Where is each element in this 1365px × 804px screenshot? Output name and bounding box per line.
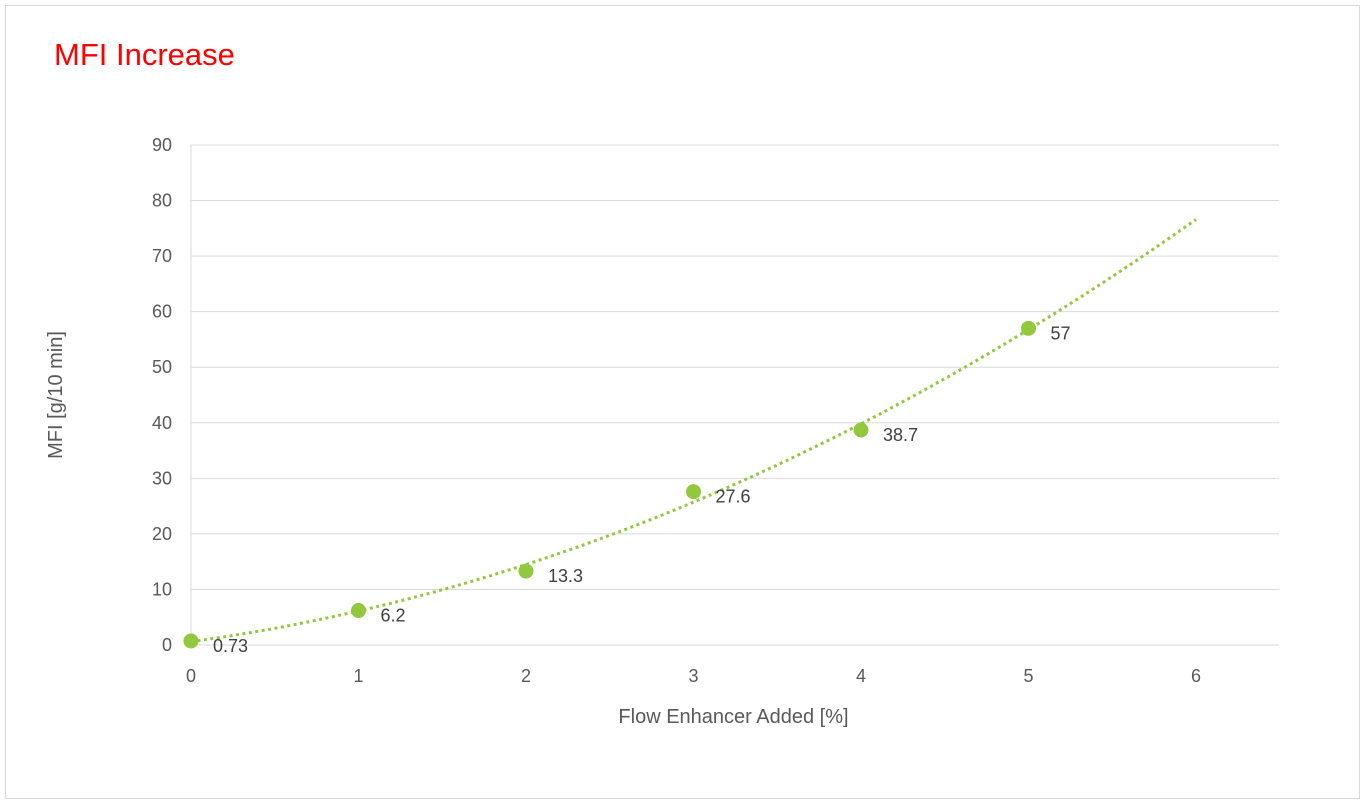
data-point [853,422,869,438]
data-point [518,563,534,579]
y-tick-label: 60 [152,302,172,322]
data-label: 38.7 [883,425,918,445]
y-tick-label: 70 [152,246,172,266]
y-tick-label: 90 [152,135,172,155]
trendline-layer [190,218,1197,644]
x-tick-label: 6 [1191,666,1201,686]
x-tick-label: 1 [353,666,363,686]
y-axis-title: MFI [g/10 min] [45,331,67,459]
x-tick-label: 3 [688,666,698,686]
trendline [190,218,1197,644]
axis-layer: 0 10 20 30 40 50 60 70 80 90 0 1 2 3 4 5 6 [152,135,1201,686]
data-label: 27.6 [716,487,751,507]
y-tick-label: 20 [152,524,172,544]
y-tick-label: 30 [152,468,172,488]
y-tick-label: 0 [162,635,172,655]
data-label: 0.73 [213,636,248,656]
data-point [183,633,199,649]
data-label: 6.2 [381,606,406,626]
y-tick-label: 40 [152,413,172,433]
chart-area [5,5,1360,799]
x-tick-label: 5 [1023,666,1033,686]
chart-title: MFI Increase [54,37,235,72]
data-label: 57 [1051,323,1071,343]
x-tick-label: 4 [856,666,866,686]
data-points-layer [183,320,1036,649]
data-point [686,484,701,500]
x-tick-label: 0 [186,666,196,686]
data-point [351,603,366,619]
y-tick-label: 80 [152,191,172,211]
data-label: 13.3 [548,566,583,586]
y-tick-label: 50 [152,357,172,377]
y-tick-label: 10 [152,579,172,599]
data-point [1021,320,1036,336]
x-axis-title: Flow Enhancer Added [%] [618,706,848,728]
x-tick-label: 2 [521,666,531,686]
grid-layer [191,144,1279,646]
data-labels-layer: 0.73 6.2 13.3 27.6 38.7 57 [213,323,1071,656]
